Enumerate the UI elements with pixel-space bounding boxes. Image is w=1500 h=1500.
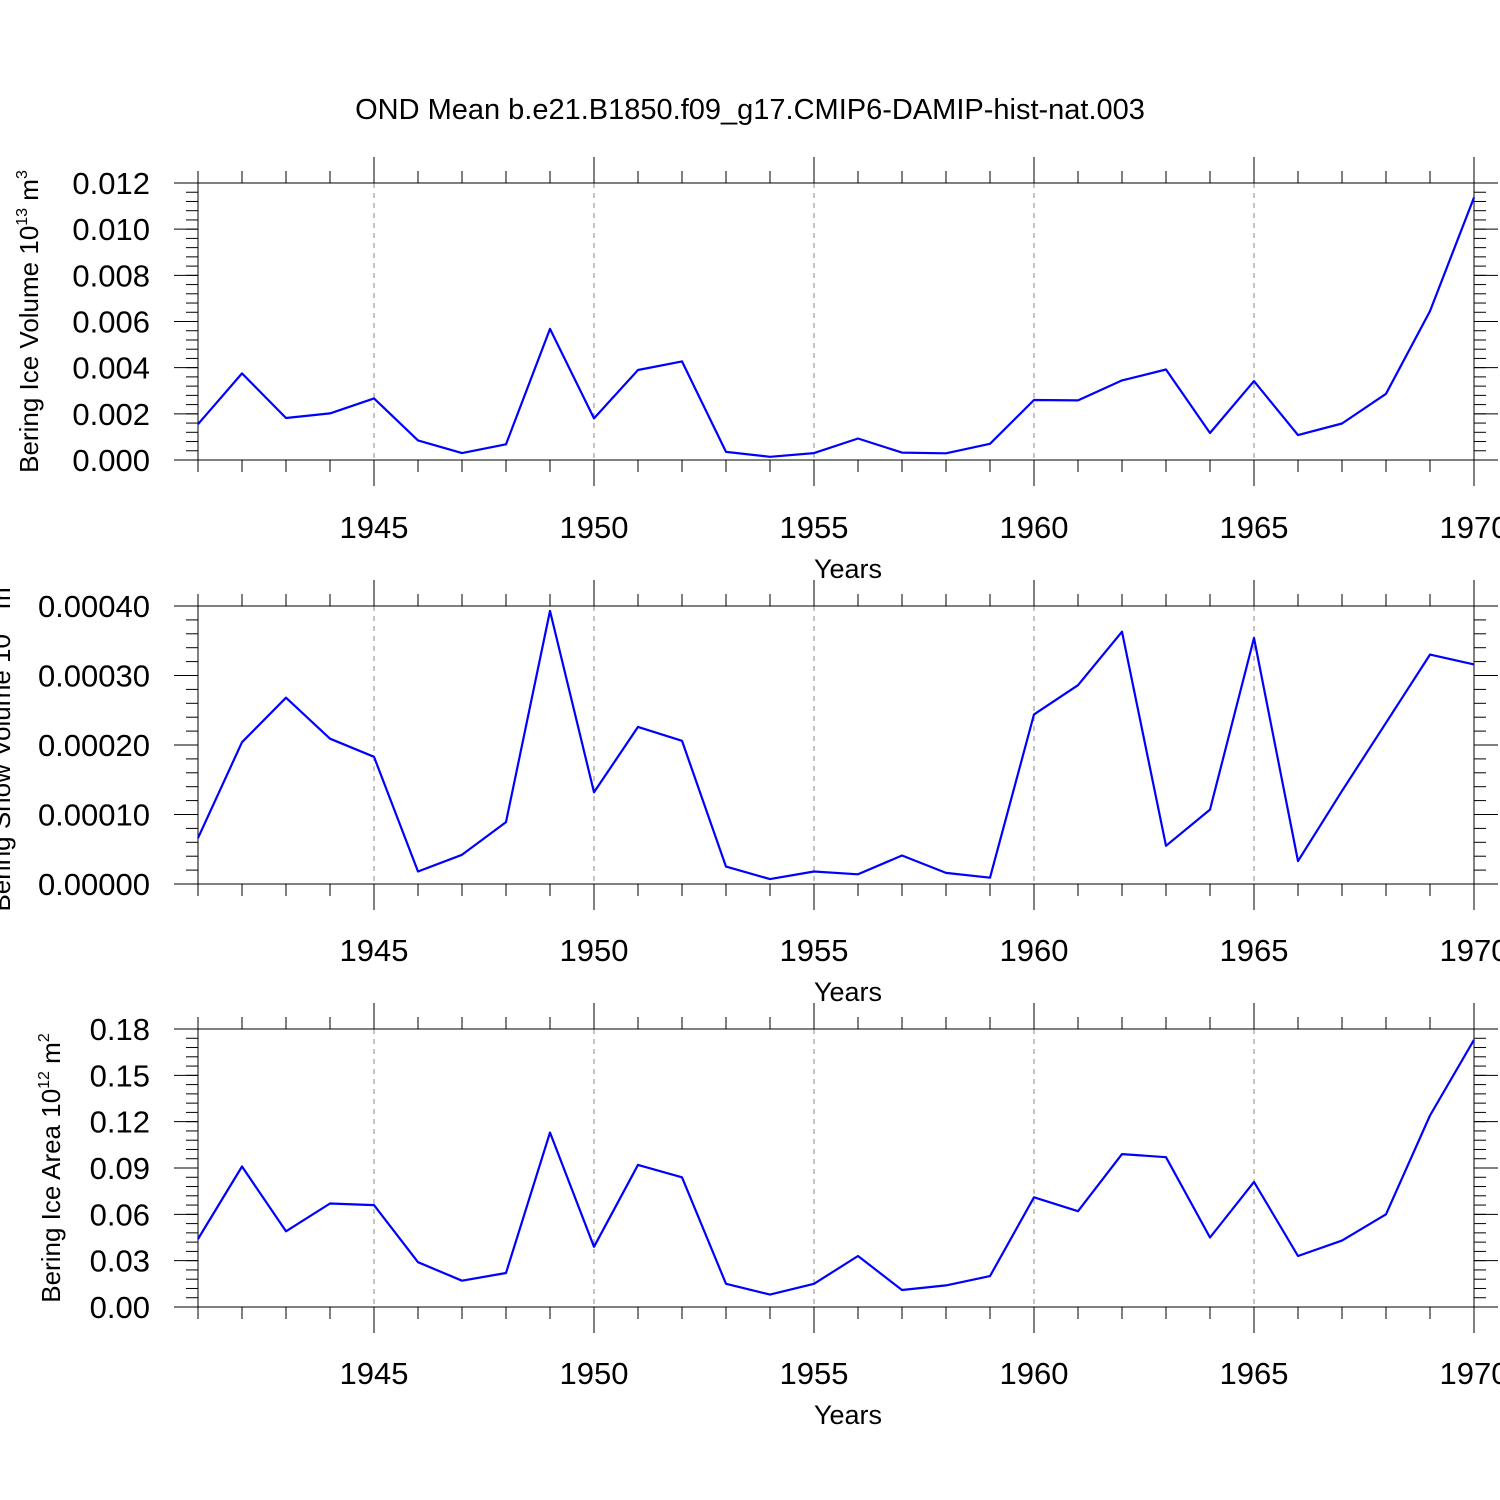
x-tick-label: 1970 bbox=[1440, 1356, 1500, 1391]
x-axis-label: Years bbox=[814, 554, 882, 584]
y-tick-label: 0.010 bbox=[72, 212, 150, 247]
series-line bbox=[197, 609, 1475, 881]
x-axis-label: Years bbox=[814, 977, 882, 1007]
y-tick-label: 0.03 bbox=[90, 1244, 150, 1279]
y-tick-label: 0.006 bbox=[72, 305, 150, 340]
y-tick-label: 0.008 bbox=[72, 258, 150, 293]
y-tick-label: 0.00020 bbox=[38, 728, 150, 763]
series-line bbox=[197, 1039, 1475, 1296]
y-tick-label: 0.06 bbox=[90, 1197, 150, 1232]
y-tick-label: 0.12 bbox=[90, 1105, 150, 1140]
x-tick-label: 1970 bbox=[1440, 933, 1500, 968]
panel-1: 0.000 0.002 0.004 0.006 0.008 0.010 0.012 1945 1… bbox=[14, 157, 1500, 584]
x-tick-label: 1960 bbox=[1000, 1356, 1069, 1391]
figure-title: OND Mean b.e21.B1850.f09_g17.CMIP6-DAMIP… bbox=[355, 94, 1145, 126]
x-tick-label: 1960 bbox=[1000, 933, 1069, 968]
y-tick-label: 0.00000 bbox=[38, 867, 150, 902]
x-tick-label: 1950 bbox=[560, 1356, 629, 1391]
panel-2: 0.00000 0.00010 0.00020 0.00030 0.00040 1945 1… bbox=[0, 578, 1500, 1007]
x-tick-label: 1950 bbox=[560, 933, 629, 968]
x-tick-label: 1965 bbox=[1220, 1356, 1289, 1391]
x-tick-label: 1955 bbox=[780, 510, 849, 545]
x-tick-label: 1945 bbox=[340, 933, 409, 968]
y-tick-label: 0.00 bbox=[90, 1290, 150, 1325]
x-tick-label: 1950 bbox=[560, 510, 629, 545]
y-tick-label: 0.00040 bbox=[38, 589, 150, 624]
y-tick-label: 0.000 bbox=[72, 443, 150, 478]
y-tick-label: 0.012 bbox=[72, 166, 150, 201]
y-tick-label: 0.004 bbox=[72, 351, 150, 386]
y-axis-label: Bering Snow Volume 1013 m3 bbox=[0, 578, 16, 911]
panel-3: 0.00 0.03 0.06 0.09 0.12 0.15 0.18 1945 1950 1955… bbox=[36, 1003, 1500, 1430]
x-tick-label: 1945 bbox=[340, 1356, 409, 1391]
chart-panels: 0.000 0.002 0.004 0.006 0.008 0.010 0.012 1945 1… bbox=[0, 157, 1500, 1430]
y-tick-label: 0.15 bbox=[90, 1058, 150, 1093]
x-tick-label: 1965 bbox=[1220, 510, 1289, 545]
x-tick-label: 1970 bbox=[1440, 510, 1500, 545]
y-tick-label: 0.00030 bbox=[38, 659, 150, 694]
y-axis-label: Bering Ice Volume 1013 m3 bbox=[14, 170, 44, 473]
y-tick-label: 0.00010 bbox=[38, 798, 150, 833]
x-tick-label: 1965 bbox=[1220, 933, 1289, 968]
x-axis-label: Years bbox=[814, 1400, 882, 1430]
x-tick-label: 1945 bbox=[340, 510, 409, 545]
y-tick-label: 0.18 bbox=[90, 1012, 150, 1047]
y-tick-label: 0.002 bbox=[72, 397, 150, 432]
series-line bbox=[197, 197, 1476, 458]
y-axis-label: Bering Ice Area 1012 m2 bbox=[36, 1033, 66, 1303]
y-tick-label: 0.09 bbox=[90, 1151, 150, 1186]
x-tick-label: 1955 bbox=[780, 1356, 849, 1391]
x-tick-label: 1955 bbox=[780, 933, 849, 968]
x-tick-label: 1960 bbox=[1000, 510, 1069, 545]
